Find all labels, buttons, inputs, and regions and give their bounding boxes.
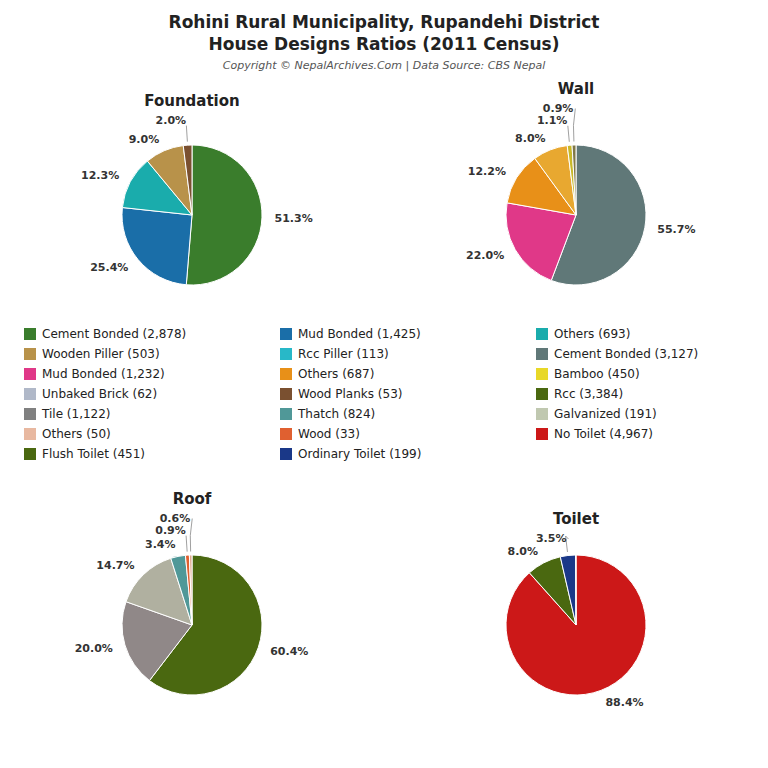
pie-slice [183,145,192,215]
pie [506,536,646,695]
pie-slice [185,555,192,625]
legend-label: Unbaked Brick (62) [42,387,157,401]
data-label: 0.9% [543,102,574,115]
data-label: 51.3% [275,212,313,225]
leader-line [573,109,575,142]
data-label: 0.6% [160,512,191,525]
legend-swatch [280,408,292,420]
leader-line [186,126,187,142]
legend-label: Bamboo (450) [554,367,640,381]
data-label: 55.7% [657,223,695,236]
pie-slice [575,555,576,625]
data-label: 60.4% [270,645,308,658]
pie-slice [147,146,192,215]
data-label: 0.9% [155,524,186,537]
pie-title: Foundation [144,92,239,110]
pie [122,519,262,695]
legend-swatch [24,448,36,460]
pie-slice [572,145,576,215]
legend-label: Others (687) [298,367,374,381]
data-label: 9.0% [129,133,160,146]
legend-swatch [280,388,292,400]
pie-slice [567,145,576,215]
legend-label: Cement Bonded (3,127) [554,347,698,361]
legend-swatch [536,428,548,440]
legend-label: Tile (1,122) [41,407,111,421]
legend-swatch [24,348,36,360]
data-label: 12.2% [468,165,506,178]
legend-swatch [280,448,292,460]
pie-title: Roof [173,490,212,508]
pie-slice [506,203,576,281]
legend-swatch [24,408,36,420]
legend-label: Mud Bonded (1,425) [298,327,421,341]
legend-swatch [536,388,548,400]
data-label: 1.1% [537,114,568,127]
data-label: 8.0% [508,545,539,558]
data-labels: 51.3% 25.4% 12.3% 9.0% 2.0% [81,114,313,274]
legend-label: Wood Planks (53) [298,387,402,401]
data-labels: 55.7% 22.0% 12.2% 8.0% 1.1%0.9% [466,102,695,262]
pie-slice [171,555,192,625]
pie [506,109,646,285]
legend-swatch [24,368,36,380]
legend-swatch [280,348,292,360]
data-labels: 88.4% 8.0%3.5% [508,532,644,708]
legend-swatch [24,428,36,440]
legend-swatch [280,328,292,340]
legend-label: Others (50) [42,427,111,441]
legend-label: Rcc Piller (113) [298,347,389,361]
chart: Rohini Rural Municipality, Rupandehi Dis… [0,0,768,768]
subtitle: House Designs Ratios (2011 Census) [209,34,560,54]
pie-slice [506,555,646,695]
data-label: 25.4% [90,261,128,274]
legend-label: Cement Bonded (2,878) [42,327,186,341]
legend-swatch [536,408,548,420]
data-label: 12.3% [81,169,119,182]
pie-slice [189,555,192,625]
pie-title: Wall [558,80,594,98]
legend-label: Rcc (3,384) [554,387,623,401]
legend: Cement Bonded (2,878) Mud Bonded (1,425) O… [24,327,698,461]
legend-swatch [280,428,292,440]
data-label: 8.0% [515,132,546,145]
data-label: 2.0% [156,114,187,127]
legend-label: Thatch (824) [297,407,375,421]
legend-swatch [24,388,36,400]
legend-label: Ordinary Toilet (199) [298,447,421,461]
pie-slice [186,145,262,285]
legend-label: Wood (33) [298,427,360,441]
data-label: 88.4% [605,696,643,709]
legend-label: Others (693) [554,327,630,341]
legend-swatch [536,328,548,340]
pie [122,126,262,285]
legend-label: Flush Toilet (451) [42,447,145,461]
legend-label: Wooden Piller (503) [42,347,160,361]
data-label: 14.7% [96,559,134,572]
leader-line [186,536,187,552]
data-label: 3.5% [536,532,567,545]
legend-swatch [536,368,548,380]
leader-line [568,126,569,142]
annotation: Copyright © NepalArchives.Com | Data Sou… [223,59,545,72]
legend-swatch [280,368,292,380]
data-label: 3.4% [145,538,176,551]
legend-swatch [536,348,548,360]
data-labels: 60.4% 20.0% 14.7% 3.4%0.9%0.6% [75,512,309,658]
legend-label: Galvanized (191) [554,407,657,421]
pie-title: Toilet [553,510,599,528]
pie-slice [560,555,576,625]
title: Rohini Rural Municipality, Rupandehi Dis… [169,12,600,32]
pie-slice [535,146,576,215]
legend-swatch [24,328,36,340]
legend-label: No Toilet (4,967) [554,427,653,441]
data-label: 22.0% [466,249,504,262]
legend-label: Mud Bonded (1,232) [42,367,165,381]
data-label: 20.0% [75,642,113,655]
leader-line [190,519,192,552]
pie-slice [122,208,192,285]
